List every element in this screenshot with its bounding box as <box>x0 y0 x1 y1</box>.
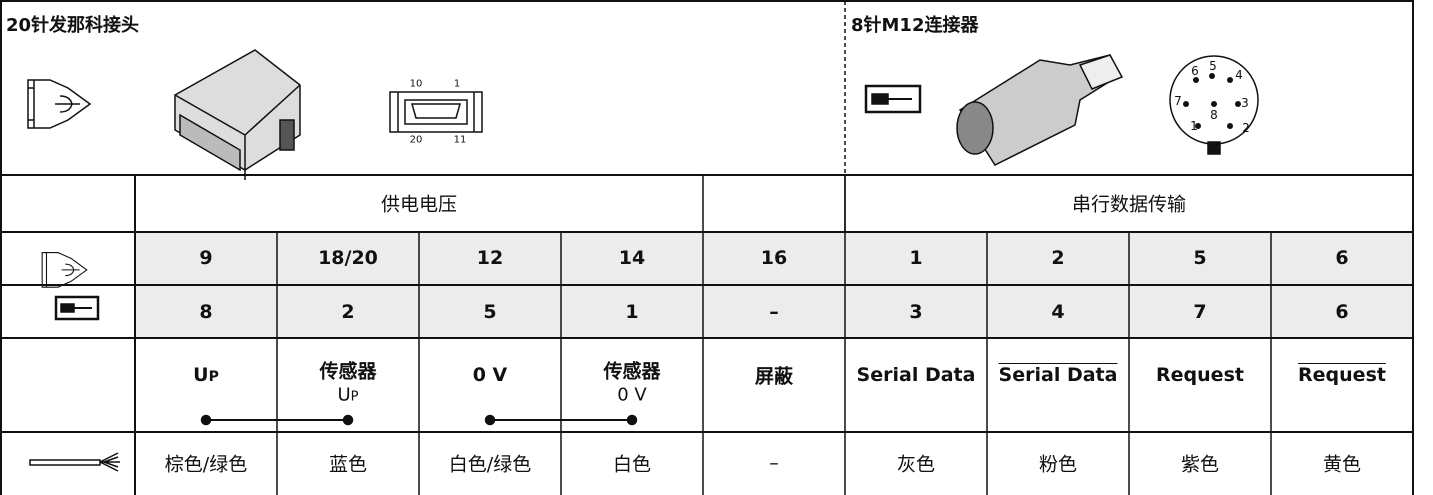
cell-text: 8 <box>1210 108 1218 122</box>
cell-text: 7 <box>1174 94 1182 108</box>
cell-text: 10 <box>409 78 423 90</box>
cell-text: 2 <box>1242 121 1250 135</box>
cell-text: – <box>769 452 779 474</box>
cell-text: 1 <box>625 301 639 323</box>
cell-text: 3 <box>1241 96 1249 110</box>
cell-text: 12 <box>476 247 504 269</box>
cell-text: 4 <box>1051 301 1065 323</box>
cell-text: 灰色 <box>896 453 936 476</box>
cell-text: 白色 <box>612 453 652 476</box>
cell-text: 18/20 <box>318 247 378 269</box>
cell-text: 粉色 <box>1038 453 1078 476</box>
cell-text: Request <box>1156 364 1244 386</box>
cell-text: 2 <box>1051 247 1065 269</box>
cell-text: 5 <box>1193 247 1207 269</box>
cell-text: 20针发那科接头 <box>6 15 140 36</box>
cell-text: 串行数据传输 <box>1071 193 1187 216</box>
cell-text: 1 <box>909 247 923 269</box>
cell-text: 5 <box>1209 59 1217 73</box>
cell-text: Request <box>1298 364 1386 386</box>
cell-text: 白色/绿色 <box>448 453 532 476</box>
cell-text: 1 <box>453 78 461 90</box>
cell-text: 8针M12连接器 <box>851 15 979 36</box>
cell-text: 传感器 <box>319 360 377 383</box>
cell-text: 16 <box>760 247 788 269</box>
link-dot <box>626 414 638 426</box>
cell-text: 4 <box>1235 68 1243 82</box>
cell-text: Serial Data <box>998 364 1118 386</box>
cell-text: 黄色 <box>1322 453 1362 476</box>
cell-text: 棕色/绿色 <box>164 453 248 476</box>
cell-text: 6 <box>1335 301 1349 323</box>
subscript: P <box>208 369 219 385</box>
cell-text: 紫色 <box>1180 453 1220 476</box>
link-dot <box>200 414 212 426</box>
subscript: P <box>350 389 359 405</box>
cell-text: – <box>769 301 779 323</box>
cell-text: 9 <box>199 247 213 269</box>
cell-text: 11 <box>453 134 467 146</box>
cell-text: 蓝色 <box>328 453 368 476</box>
cell-text: 0 V <box>617 384 647 406</box>
cell-text: UP <box>337 384 359 406</box>
cell-text: 20 <box>409 134 423 146</box>
cell-text: 供电电压 <box>380 193 458 216</box>
link-dot <box>342 414 354 426</box>
cell-text: 6 <box>1191 64 1199 78</box>
cell-text: 7 <box>1193 301 1207 323</box>
cell-text: Serial Data <box>856 364 976 386</box>
cell-text: 传感器 <box>603 360 661 383</box>
cell-text: 3 <box>909 301 923 323</box>
cell-text: 8 <box>199 301 213 323</box>
cell-text: 0 V <box>472 364 508 386</box>
cell-text: UP <box>193 364 219 386</box>
cell-text: 屏蔽 <box>754 365 794 388</box>
cell-text: 1 <box>1190 119 1198 133</box>
cell-text: 5 <box>483 301 497 323</box>
cell-text: 6 <box>1335 247 1349 269</box>
link-dot <box>484 414 496 426</box>
cell-text: 2 <box>341 301 355 323</box>
cell-text: 14 <box>618 247 646 269</box>
